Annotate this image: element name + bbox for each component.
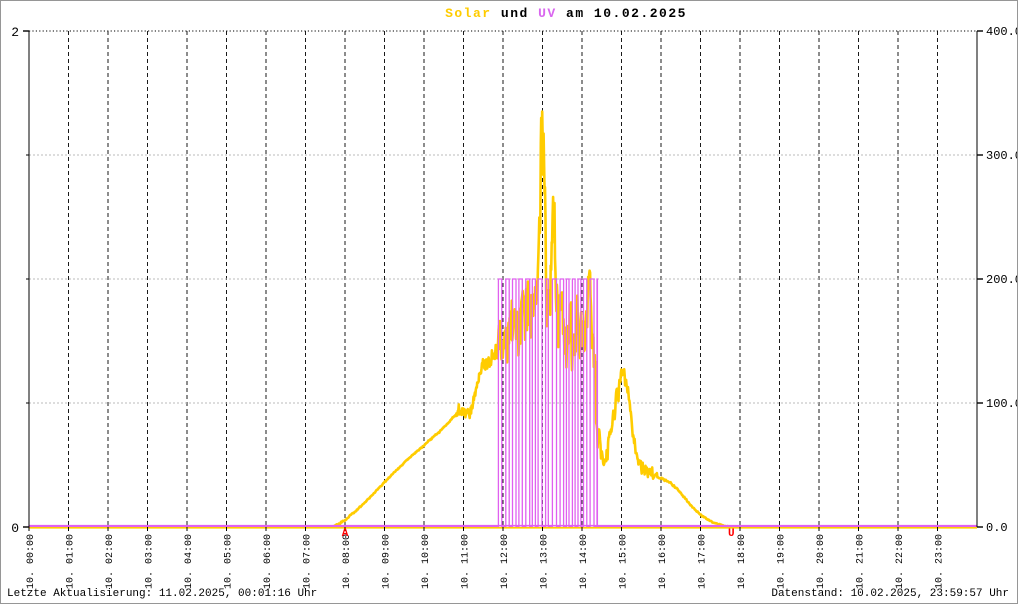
svg-text:U: U <box>728 528 735 540</box>
svg-text:10.: 10. <box>105 571 116 589</box>
svg-text:11:00: 11:00 <box>461 534 472 564</box>
svg-text:A: A <box>342 528 349 540</box>
svg-text:10.: 10. <box>540 571 551 589</box>
svg-text:10.: 10. <box>224 571 235 589</box>
svg-text:10.: 10. <box>263 571 274 589</box>
svg-text:10.: 10. <box>856 571 867 589</box>
svg-text:12:00: 12:00 <box>500 534 511 564</box>
svg-text:10.: 10. <box>816 571 827 589</box>
svg-text:22:00: 22:00 <box>895 534 906 564</box>
svg-text:17:00: 17:00 <box>698 534 709 564</box>
svg-text:14:00: 14:00 <box>579 534 590 564</box>
svg-text:10.: 10. <box>619 571 630 589</box>
svg-text:10.: 10. <box>935 571 946 589</box>
svg-text:02:00: 02:00 <box>105 534 116 564</box>
svg-text:16:00: 16:00 <box>658 534 669 564</box>
svg-text:10.: 10. <box>26 571 37 589</box>
svg-text:01:00: 01:00 <box>66 534 77 564</box>
svg-text:100.0: 100.0 <box>986 397 1018 411</box>
svg-text:13:00: 13:00 <box>540 534 551 564</box>
svg-text:10.: 10. <box>382 571 393 589</box>
svg-text:10.: 10. <box>421 571 432 589</box>
svg-text:20:00: 20:00 <box>816 534 827 564</box>
svg-text:00:00: 00:00 <box>26 534 37 564</box>
svg-text:10.: 10. <box>461 571 472 589</box>
svg-text:10.: 10. <box>145 571 156 589</box>
svg-text:10.: 10. <box>66 571 77 589</box>
svg-text:10.: 10. <box>303 571 314 589</box>
svg-text:10.: 10. <box>500 571 511 589</box>
svg-text:23:00: 23:00 <box>935 534 946 564</box>
svg-text:10.: 10. <box>777 571 788 589</box>
svg-text:2: 2 <box>11 25 19 40</box>
svg-text:10.: 10. <box>895 571 906 589</box>
svg-text:10.: 10. <box>658 571 669 589</box>
svg-text:10:00: 10:00 <box>421 534 432 564</box>
svg-text:400.0: 400.0 <box>986 25 1018 39</box>
svg-text:10.: 10. <box>698 571 709 589</box>
svg-text:19:00: 19:00 <box>777 534 788 564</box>
svg-text:0: 0 <box>11 521 19 536</box>
svg-text:0.0: 0.0 <box>986 521 1008 535</box>
svg-text:15:00: 15:00 <box>619 534 630 564</box>
svg-text:300.0: 300.0 <box>986 149 1018 163</box>
svg-text:04:00: 04:00 <box>184 534 195 564</box>
svg-text:06:00: 06:00 <box>263 534 274 564</box>
svg-text:03:00: 03:00 <box>145 534 156 564</box>
svg-text:10.: 10. <box>737 571 748 589</box>
svg-text:10.: 10. <box>579 571 590 589</box>
svg-text:21:00: 21:00 <box>856 534 867 564</box>
svg-text:05:00: 05:00 <box>224 534 235 564</box>
svg-text:200.0: 200.0 <box>986 273 1018 287</box>
svg-text:09:00: 09:00 <box>382 534 393 564</box>
svg-text:10.: 10. <box>184 571 195 589</box>
svg-text:18:00: 18:00 <box>737 534 748 564</box>
svg-text:07:00: 07:00 <box>303 534 314 564</box>
svg-text:10.: 10. <box>342 571 353 589</box>
